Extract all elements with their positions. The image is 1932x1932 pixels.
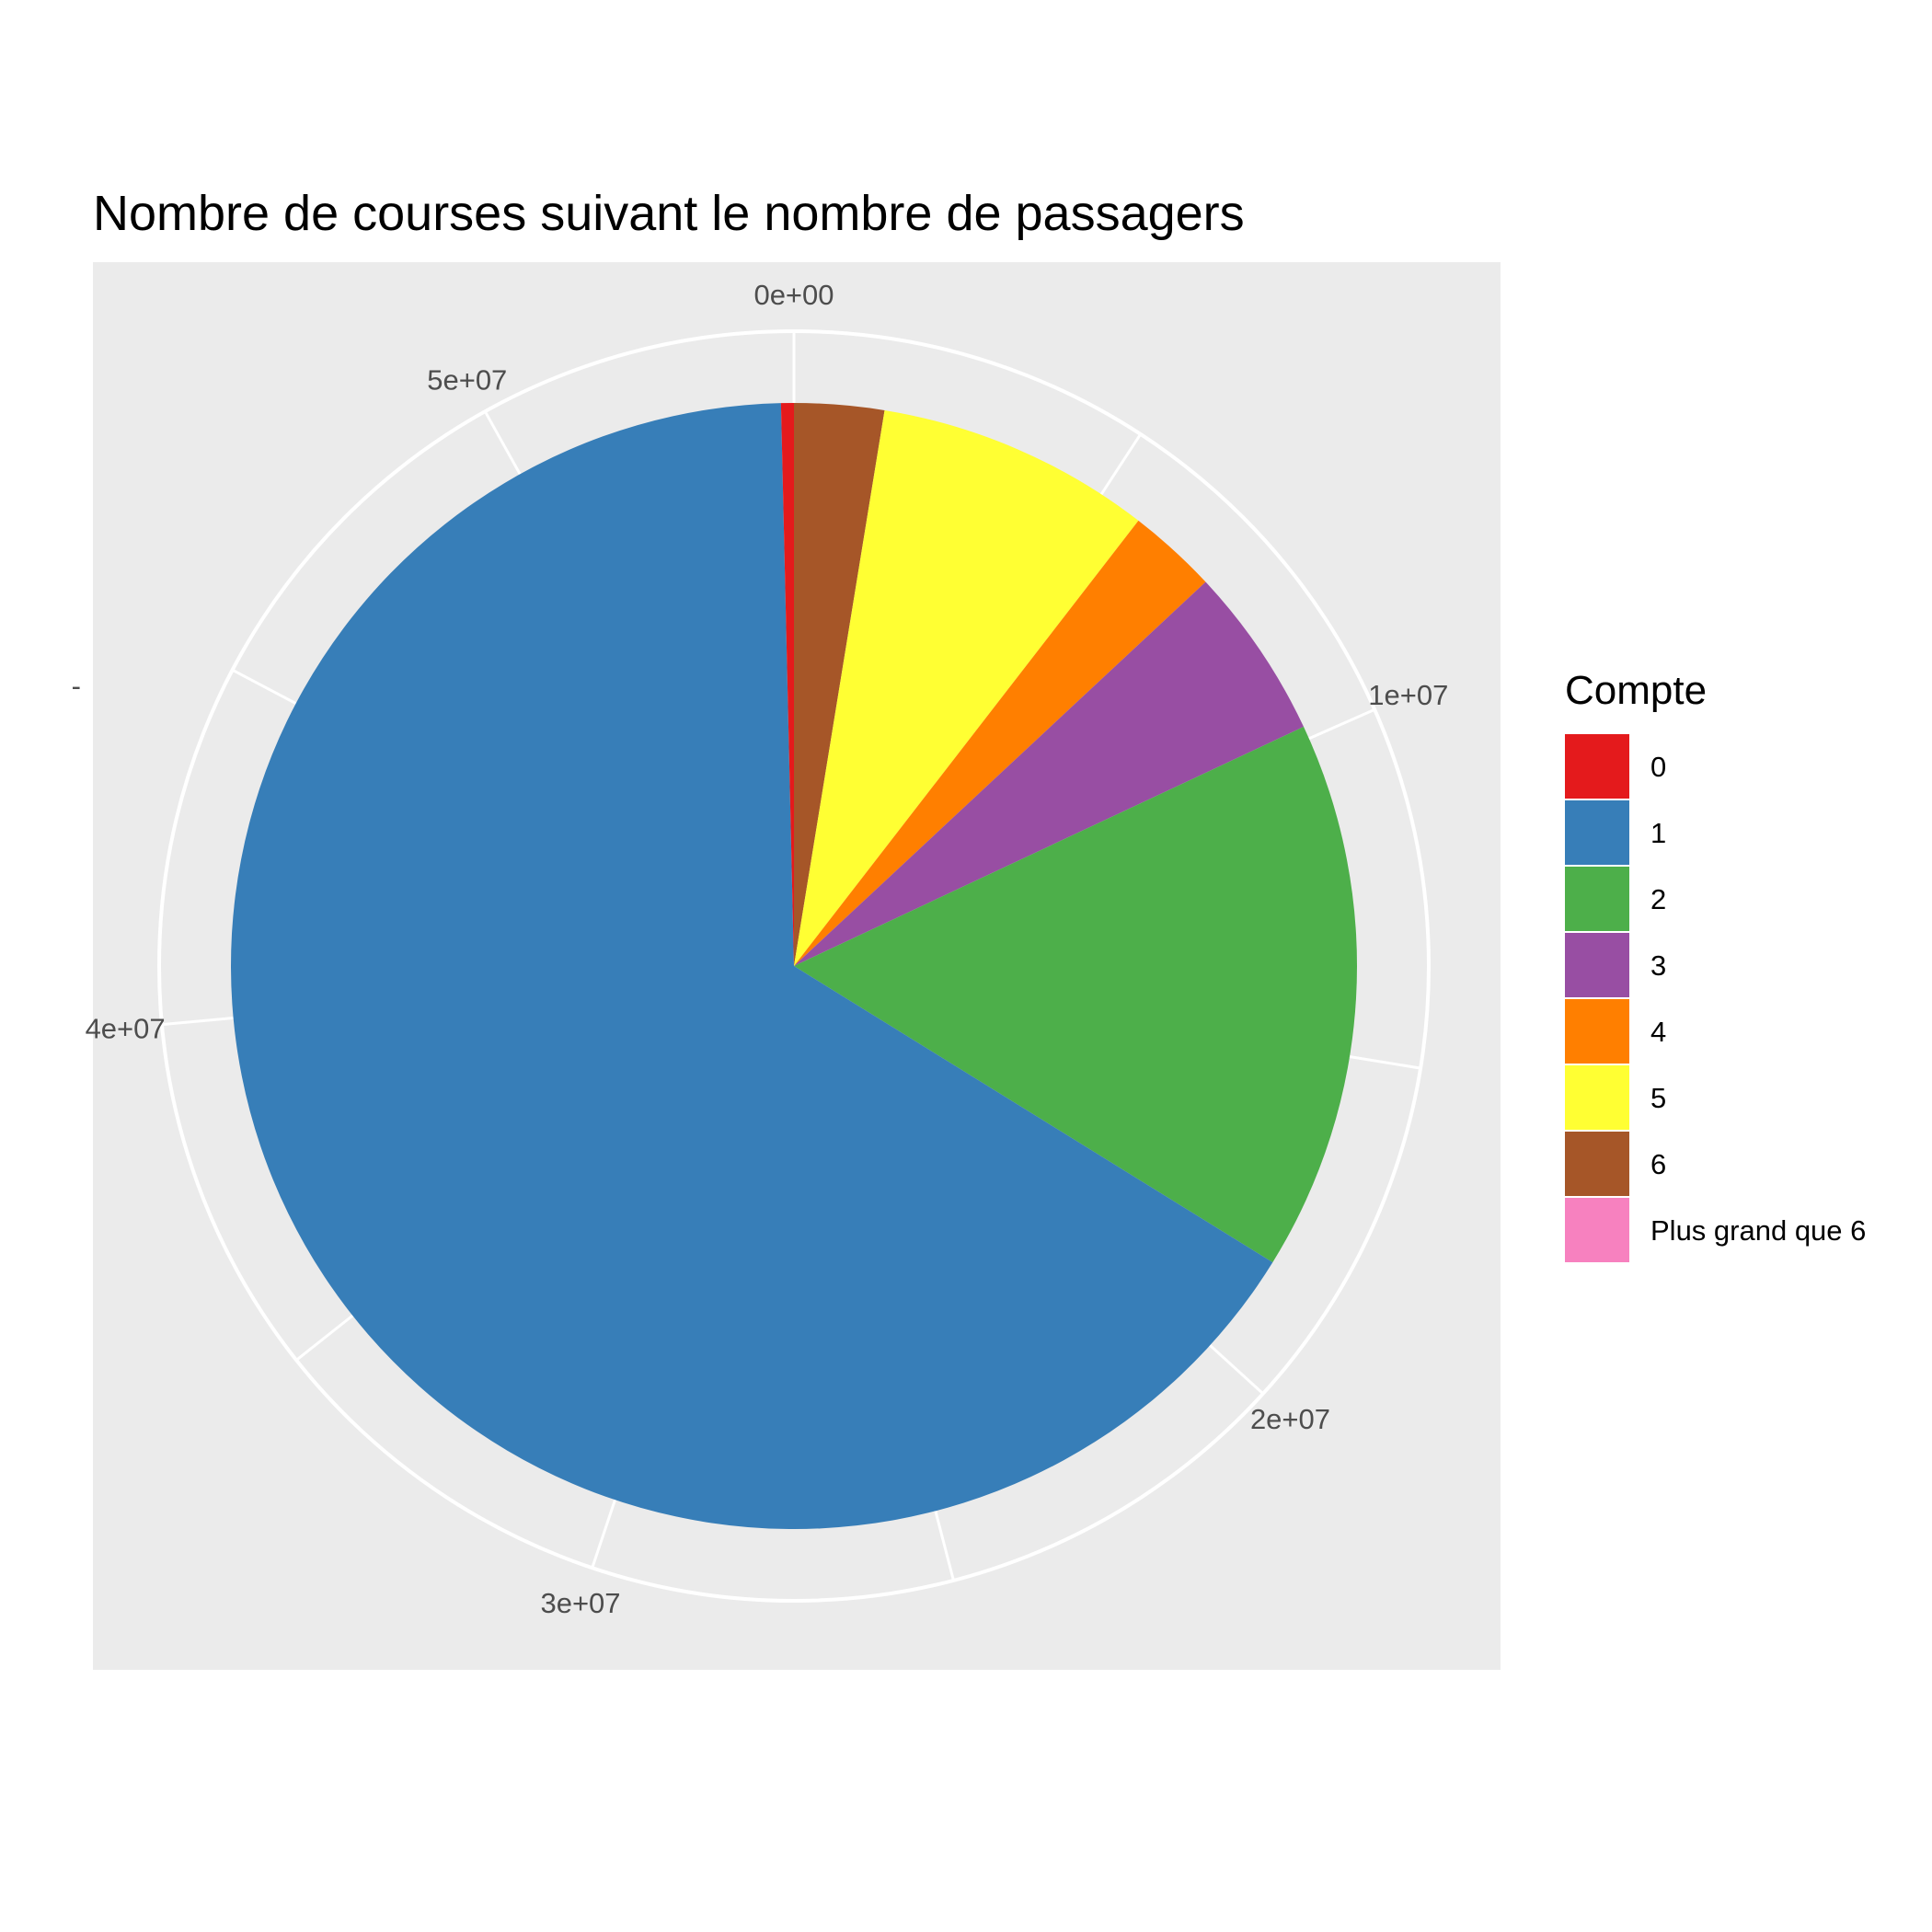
- legend-key: [1565, 1065, 1629, 1130]
- angle-tick-label: 4e+07: [86, 1012, 166, 1044]
- legend-label: Plus grand que 6: [1650, 1214, 1866, 1247]
- pie-slices: [231, 403, 1358, 1530]
- legend-label: 3: [1650, 949, 1666, 982]
- grid-line: [295, 1307, 362, 1362]
- pie-slice-4: [794, 520, 1206, 966]
- grid-line: [1094, 433, 1142, 505]
- grid-line: [1201, 1337, 1264, 1395]
- angle-tick-label: 0e+00: [753, 279, 834, 311]
- legend-key: [1565, 1132, 1629, 1196]
- angle-tick-label: 5e+07: [427, 363, 507, 396]
- chart-title: Nombre de courses suivant le nombre de p…: [93, 186, 1245, 241]
- legend-key: [1565, 734, 1629, 799]
- grid-line: [1338, 1053, 1421, 1070]
- legend-label: 2: [1650, 883, 1666, 915]
- angle-tick-label: 3e+07: [540, 1587, 620, 1619]
- pie-slice-6: [794, 403, 885, 966]
- grid-line: [1298, 707, 1375, 745]
- grid-line: [931, 1500, 955, 1581]
- angle-tick-label: 1e+07: [1368, 679, 1448, 711]
- legend: Compte 0 1 2 3 4 5 6 Plus grand que 6: [1565, 668, 1866, 1262]
- legend-key: [1565, 999, 1629, 1064]
- angle-tick-label: 2e+07: [1250, 1403, 1330, 1435]
- legend-key: [1565, 867, 1629, 931]
- legend-key: [1565, 800, 1629, 865]
- legend-title: Compte: [1565, 668, 1707, 713]
- grid-line: [161, 1015, 245, 1027]
- y-axis-tick: -: [72, 670, 81, 702]
- legend-key: [1565, 1198, 1629, 1262]
- grid-line: [231, 668, 306, 710]
- pie-slice-1: [231, 403, 1273, 1530]
- legend-key: [1565, 933, 1629, 997]
- legend-label: 6: [1650, 1148, 1666, 1180]
- grid-line: [483, 410, 527, 485]
- pie-slice-3: [794, 581, 1304, 966]
- pie-slice-2: [794, 726, 1358, 1263]
- pie-slice-5: [794, 409, 1139, 966]
- pie-slice-0: [780, 403, 794, 966]
- angle-axis-ticks: 0e+00 1e+07 2e+07 3e+07 4e+07 5e+07: [86, 279, 1449, 1619]
- grid-line: [591, 1489, 620, 1569]
- polar-grid: [157, 329, 1431, 1603]
- legend-label: 4: [1650, 1016, 1666, 1048]
- legend-label: 0: [1650, 751, 1666, 783]
- legend-label: 5: [1650, 1082, 1666, 1114]
- legend-label: 1: [1650, 817, 1666, 849]
